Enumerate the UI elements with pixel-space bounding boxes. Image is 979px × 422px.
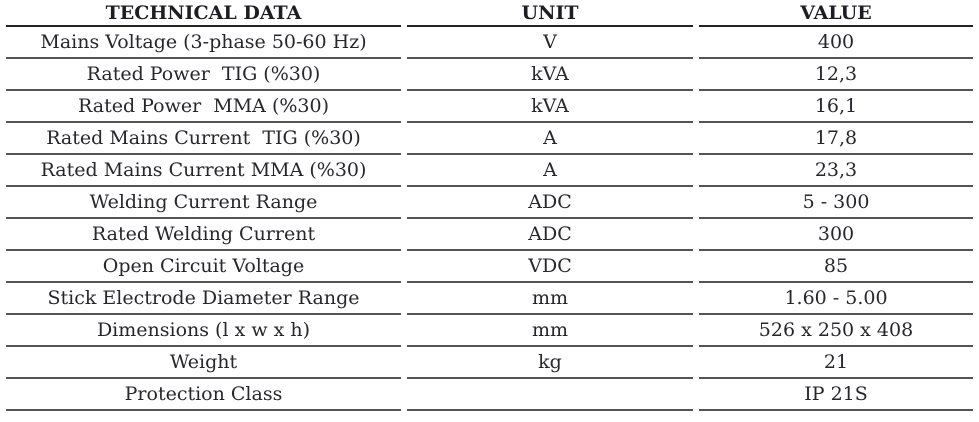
- table-row: Welding Current Range ADC 5 - 300: [6, 187, 973, 219]
- parameter-cell: Open Circuit Voltage: [6, 251, 401, 283]
- parameter-cell: Rated Power MMA (%30): [6, 91, 401, 123]
- value-cell: 12,3: [699, 59, 973, 91]
- unit-cell: kVA: [407, 91, 693, 123]
- table-row: Rated Welding Current ADC 300: [6, 219, 973, 251]
- table-row: Rated Mains Current TIG (%30) A 17,8: [6, 123, 973, 155]
- table-header-row: TECHNICAL DATA UNIT VALUE: [6, 0, 973, 27]
- table-row: Rated Mains Current MMA (%30) A 23,3: [6, 155, 973, 187]
- column-header-value: VALUE: [699, 0, 973, 27]
- unit-cell: [407, 379, 693, 411]
- table-row: Weight kg 21: [6, 347, 973, 379]
- unit-cell: V: [407, 27, 693, 59]
- value-cell: 5 - 300: [699, 187, 973, 219]
- value-cell: 21: [699, 347, 973, 379]
- parameter-cell: Welding Current Range: [6, 187, 401, 219]
- value-cell: 85: [699, 251, 973, 283]
- value-cell: IP 21S: [699, 379, 973, 411]
- parameter-cell: Rated Power TIG (%30): [6, 59, 401, 91]
- value-cell: 300: [699, 219, 973, 251]
- table-body: Mains Voltage (3-phase 50-60 Hz) V 400 R…: [6, 27, 973, 411]
- parameter-cell: Rated Mains Current MMA (%30): [6, 155, 401, 187]
- value-cell: 16,1: [699, 91, 973, 123]
- column-header-technical-data: TECHNICAL DATA: [6, 0, 401, 27]
- unit-cell: A: [407, 155, 693, 187]
- unit-cell: ADC: [407, 219, 693, 251]
- unit-cell: A: [407, 123, 693, 155]
- table-row: Mains Voltage (3-phase 50-60 Hz) V 400: [6, 27, 973, 59]
- column-header-unit: UNIT: [407, 0, 693, 27]
- unit-cell: VDC: [407, 251, 693, 283]
- table-row: Stick Electrode Diameter Range mm 1.60 -…: [6, 283, 973, 315]
- parameter-cell: Dimensions (l x w x h): [6, 315, 401, 347]
- unit-cell: kg: [407, 347, 693, 379]
- unit-cell: mm: [407, 283, 693, 315]
- unit-cell: ADC: [407, 187, 693, 219]
- unit-cell: mm: [407, 315, 693, 347]
- table-row: Open Circuit Voltage VDC 85: [6, 251, 973, 283]
- parameter-cell: Stick Electrode Diameter Range: [6, 283, 401, 315]
- table-row: Protection Class IP 21S: [6, 379, 973, 411]
- technical-data-table: TECHNICAL DATA UNIT VALUE Mains Voltage …: [6, 0, 973, 411]
- table-row: Rated Power TIG (%30) kVA 12,3: [6, 59, 973, 91]
- value-cell: 1.60 - 5.00: [699, 283, 973, 315]
- table-row: Dimensions (l x w x h) mm 526 x 250 x 40…: [6, 315, 973, 347]
- unit-cell: kVA: [407, 59, 693, 91]
- parameter-cell: Mains Voltage (3-phase 50-60 Hz): [6, 27, 401, 59]
- value-cell: 526 x 250 x 408: [699, 315, 973, 347]
- table-row: Rated Power MMA (%30) kVA 16,1: [6, 91, 973, 123]
- parameter-cell: Rated Mains Current TIG (%30): [6, 123, 401, 155]
- parameter-cell: Rated Welding Current: [6, 219, 401, 251]
- parameter-cell: Weight: [6, 347, 401, 379]
- value-cell: 400: [699, 27, 973, 59]
- parameter-cell: Protection Class: [6, 379, 401, 411]
- value-cell: 23,3: [699, 155, 973, 187]
- value-cell: 17,8: [699, 123, 973, 155]
